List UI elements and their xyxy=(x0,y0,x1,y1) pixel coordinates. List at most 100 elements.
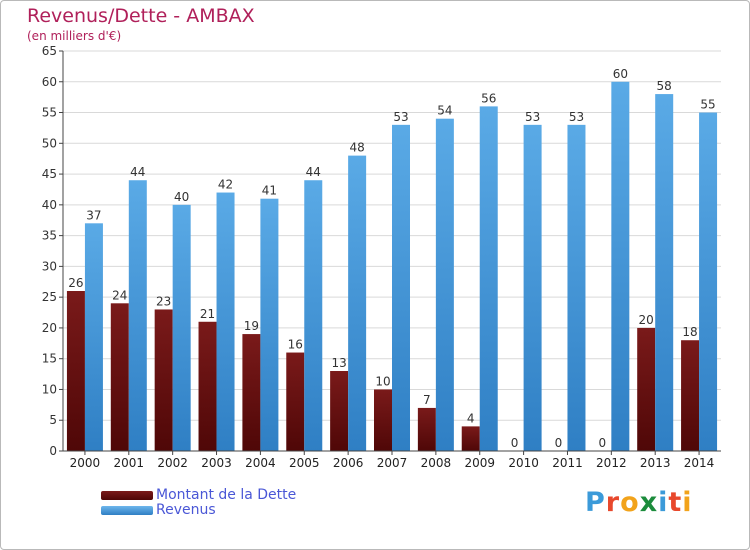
bar-revenue xyxy=(348,155,367,451)
x-tick-label: 2006 xyxy=(333,456,364,470)
y-tick-label: 45 xyxy=(42,167,57,181)
bar-debt xyxy=(681,340,700,451)
x-tick-label: 2004 xyxy=(245,456,276,470)
bar-debt xyxy=(461,426,480,451)
y-tick-label: 0 xyxy=(49,444,57,458)
legend-swatch-debt xyxy=(101,490,153,500)
y-tick-label: 25 xyxy=(42,290,57,304)
y-tick-label: 30 xyxy=(42,259,57,273)
bar-revenue xyxy=(392,124,410,451)
data-label-debt: 0 xyxy=(555,436,563,450)
legend-label-debt: Montant de la Dette xyxy=(156,487,297,503)
y-tick-label: 20 xyxy=(42,321,57,335)
bar-revenue xyxy=(611,81,630,452)
data-label-revenue: 42 xyxy=(218,178,233,192)
x-tick-label: 2011 xyxy=(552,456,583,470)
x-tick-label: 2013 xyxy=(640,456,671,470)
bar-revenue xyxy=(84,223,103,451)
data-label-debt: 18 xyxy=(682,325,697,339)
data-label-debt: 26 xyxy=(68,276,83,290)
chart-subtitle: (en milliers d'€) xyxy=(27,29,122,43)
y-tick-label: 50 xyxy=(42,136,57,150)
x-tick-label: 2012 xyxy=(596,456,627,470)
logo-letter: i xyxy=(658,487,669,518)
y-tick-label: 65 xyxy=(42,44,57,58)
bar-revenue xyxy=(128,180,147,451)
bar-debt xyxy=(417,407,436,451)
data-label-debt: 16 xyxy=(288,338,303,352)
bar-debt xyxy=(330,371,349,451)
data-label-revenue: 58 xyxy=(657,79,672,93)
data-label-revenue: 40 xyxy=(174,190,189,204)
data-label-revenue: 48 xyxy=(349,141,364,155)
x-tick-label: 2014 xyxy=(684,456,715,470)
chart-title: Revenus/Dette - AMBAX xyxy=(27,5,255,27)
y-tick-label: 40 xyxy=(42,198,57,212)
bar-debt xyxy=(154,309,173,451)
bar-debt xyxy=(198,321,217,451)
data-label-revenue: 60 xyxy=(613,67,628,81)
bar-revenue xyxy=(216,192,235,452)
data-label-revenue: 53 xyxy=(569,110,584,124)
data-label-revenue: 41 xyxy=(262,184,277,198)
logo-letter: o xyxy=(620,487,640,518)
bar-revenue xyxy=(435,118,454,451)
data-label-revenue: 37 xyxy=(86,208,101,222)
x-tick-label: 2005 xyxy=(289,456,320,470)
y-tick-label: 15 xyxy=(42,352,57,366)
bar-revenue xyxy=(304,180,323,451)
bar-revenue xyxy=(523,124,542,451)
legend-swatch-revenue xyxy=(101,505,153,515)
x-tick-label: 2002 xyxy=(157,456,188,470)
data-label-debt: 20 xyxy=(639,313,654,327)
data-label-debt: 24 xyxy=(112,288,127,302)
x-tick-label: 2009 xyxy=(464,456,495,470)
bar-revenue xyxy=(699,112,718,452)
y-tick-label: 5 xyxy=(49,413,57,427)
data-label-revenue: 44 xyxy=(130,165,145,179)
y-tick-label: 60 xyxy=(42,75,57,89)
data-label-debt: 7 xyxy=(423,393,431,407)
bar-debt xyxy=(637,327,656,451)
bar-revenue xyxy=(172,204,191,451)
data-label-revenue: 56 xyxy=(481,91,496,105)
logo-letter: t xyxy=(668,487,683,518)
bar-revenue xyxy=(260,198,279,451)
legend-label-revenue: Revenus xyxy=(156,502,216,518)
y-tick-label: 35 xyxy=(42,229,57,243)
bar-revenue xyxy=(567,124,586,451)
data-label-debt: 13 xyxy=(331,356,346,370)
logo-letter: i xyxy=(682,487,693,518)
data-label-debt: 19 xyxy=(244,319,259,333)
x-tick-label: 2001 xyxy=(114,456,145,470)
y-tick-label: 10 xyxy=(42,382,57,396)
data-label-revenue: 55 xyxy=(700,98,715,112)
data-label-revenue: 54 xyxy=(437,104,452,118)
data-label-debt: 21 xyxy=(200,307,215,321)
data-label-debt: 10 xyxy=(375,374,390,388)
x-tick-label: 2008 xyxy=(421,456,452,470)
data-label-debt: 0 xyxy=(599,436,607,450)
x-tick-label: 2003 xyxy=(201,456,232,470)
bar-debt xyxy=(286,352,305,451)
data-label-revenue: 53 xyxy=(393,110,408,124)
logo-letter: r xyxy=(605,487,621,518)
bar-debt xyxy=(242,334,261,451)
legend-item-revenue: Revenus xyxy=(101,501,216,519)
bar-debt xyxy=(110,303,129,451)
logo-letter: P xyxy=(585,487,606,518)
x-tick-label: 2000 xyxy=(70,456,101,470)
logo-letter: x xyxy=(639,487,659,518)
data-label-debt: 23 xyxy=(156,294,171,308)
legend-item-debt: Montant de la Dette xyxy=(101,486,296,504)
data-label-revenue: 53 xyxy=(525,110,540,124)
data-label-revenue: 44 xyxy=(306,165,321,179)
x-tick-label: 2007 xyxy=(377,456,408,470)
data-label-debt: 4 xyxy=(467,411,475,425)
bar-revenue xyxy=(479,106,498,451)
bar-debt xyxy=(374,389,392,451)
data-label-debt: 0 xyxy=(511,436,519,450)
bar-debt xyxy=(66,291,85,451)
